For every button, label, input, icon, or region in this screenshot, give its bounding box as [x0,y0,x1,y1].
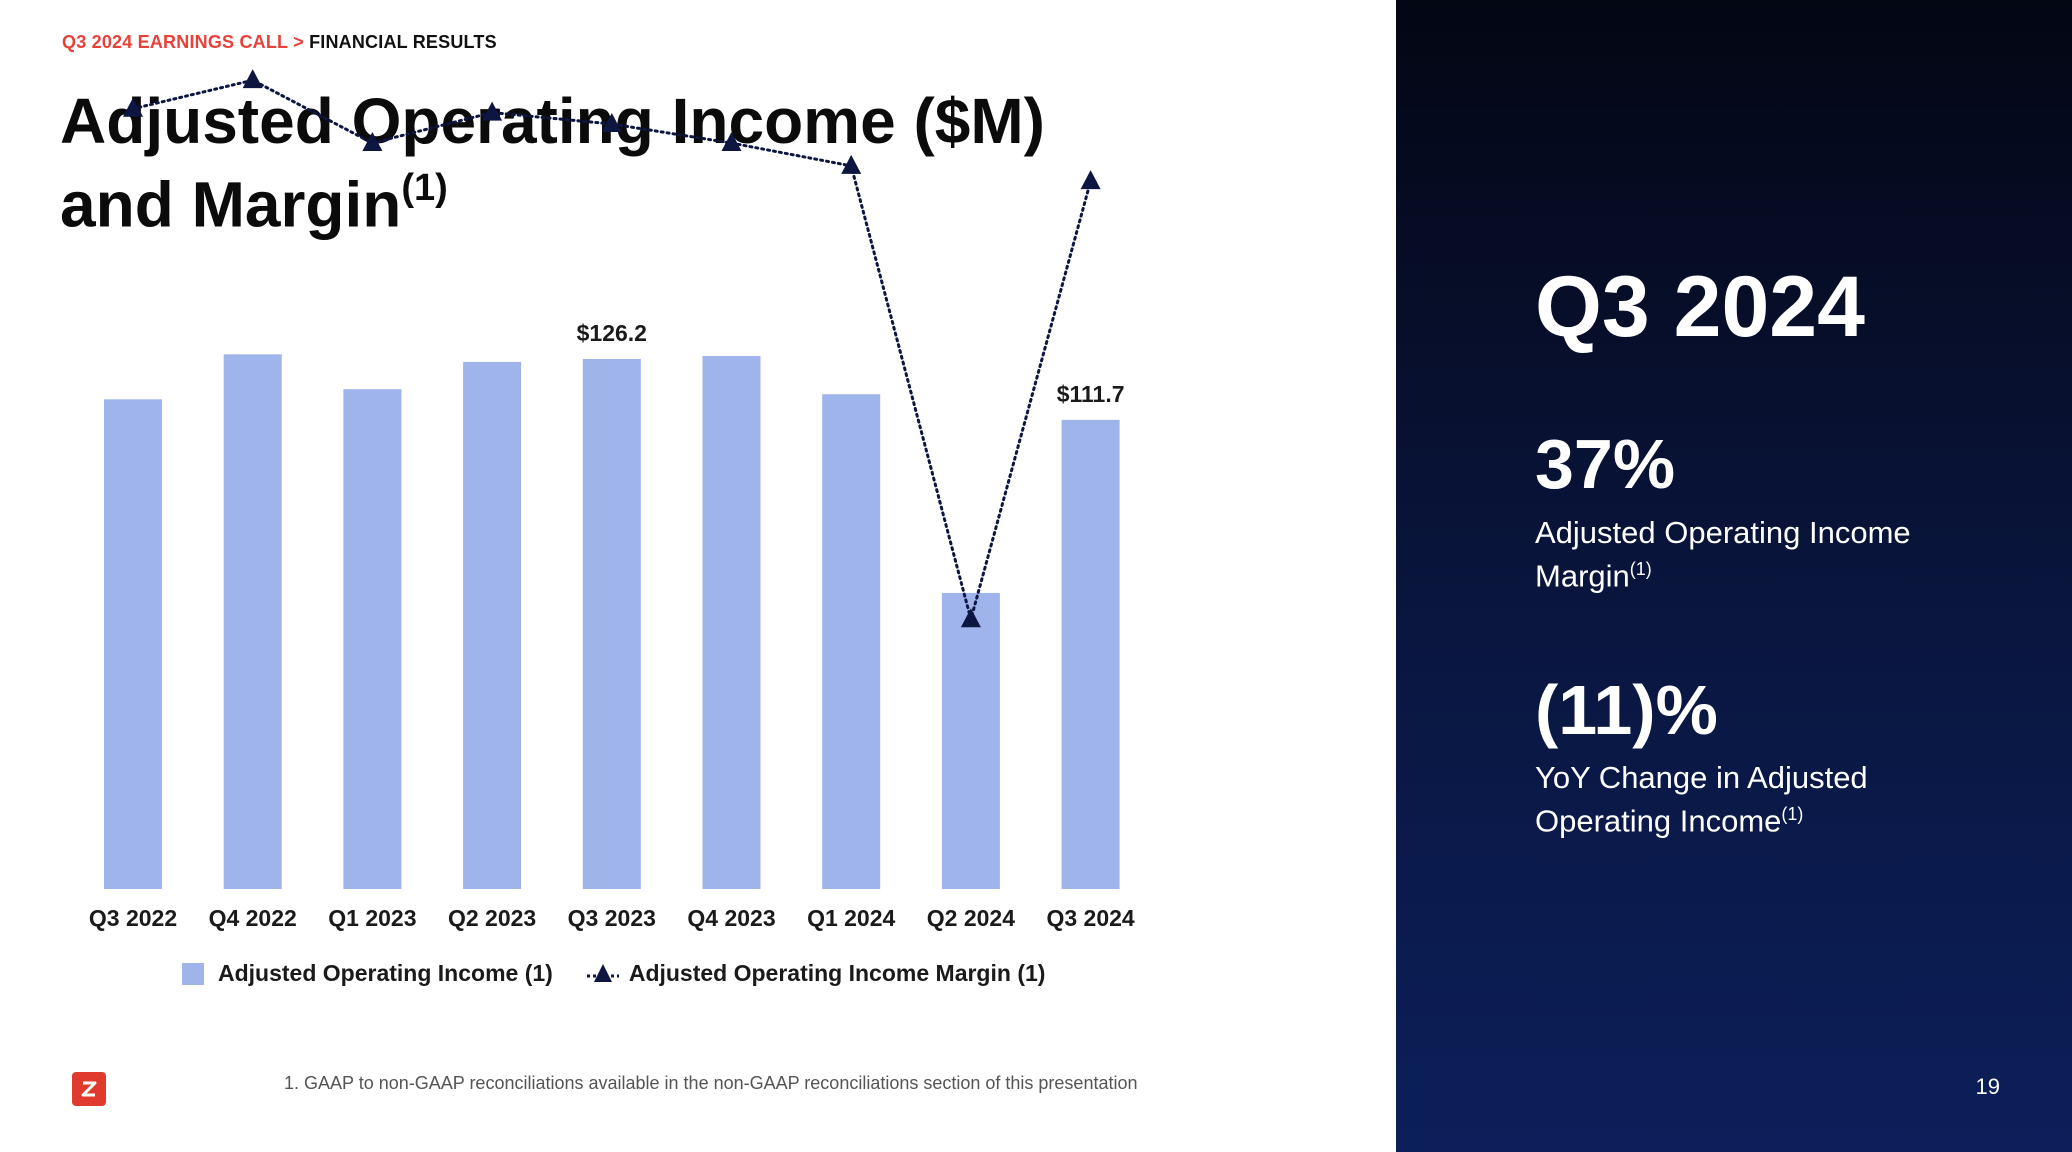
margin-point-4 [601,113,622,132]
kpi-margin-label-text: Adjusted Operating Income Margin [1535,515,1911,594]
kpi-yoy-label: YoY Change in Adjusted Operating Income(… [1535,759,1995,839]
bar-3 [463,361,522,889]
margin-point-6 [841,154,862,174]
chart-legend: Adjusted Operating Income (1) Adjusted O… [182,960,1045,987]
margin-line [131,78,1093,626]
bar-5 [702,356,761,889]
title-footnote-ref: (1) [401,167,448,209]
bar-7 [941,592,1000,889]
breadcrumb-separator: > [293,32,304,52]
margin-point-5 [721,132,742,152]
legend-item-margin: Adjusted Operating Income Margin (1) [628,960,1046,986]
kpi-side-panel: Q3 2024 37% Adjusted Operating Income Ma… [1396,0,2072,1152]
margin-value-label-4: 40% [590,80,634,105]
page-number: 19 [1975,1074,2000,1099]
breadcrumb-section: Q3 2024 EARNINGS CALL [62,32,288,52]
breadcrumb-current: FINANCIAL RESULTS [309,32,497,52]
zoom-logo-icon [72,1072,106,1106]
income-margin-chart: $126.2 $111.7 40% 37% Q3 2022 Q4 2022 Q1 2023… [89,69,1135,931]
kpi-margin-label: Adjusted Operating Income Margin(1) [1535,514,1995,594]
page-title-line2: and Margin [60,168,402,241]
x-tick-label-1: Q4 2022 [209,905,297,931]
bar-0 [104,399,162,889]
kpi-yoy-value: (11)% [1535,671,1718,749]
legend-bar-swatch [182,962,204,985]
margin-point-3 [482,101,503,121]
kpi-yoy-ref: (1) [1781,804,1804,824]
x-tick-label-3: Q2 2023 [448,905,536,931]
x-tick-label-8: Q3 2024 [1046,905,1134,931]
margin-point-0 [123,97,143,117]
bar-4 [582,358,641,890]
kpi-yoy-label-text: YoY Change in Adjusted Operating Income [1535,760,1868,839]
breadcrumb: Q3 2024 EARNINGS CALL > FINANCIAL RESULT… [62,32,497,53]
legend-line-marker-icon [586,963,619,982]
x-tick-label-0: Q3 2022 [89,905,177,931]
x-tick-label-6: Q1 2024 [807,905,895,931]
period-heading: Q3 2024 [1535,259,1865,355]
x-tick-label-4: Q3 2023 [568,905,656,931]
bar-1 [223,354,282,890]
margin-point-7 [960,608,981,628]
x-tick-label-5: Q4 2023 [687,905,775,931]
bar-6 [822,394,881,889]
kpi-margin-ref: (1) [1629,559,1652,579]
bar-8 [1061,419,1120,889]
margin-value-label-8: 37% [1069,137,1113,162]
bar-value-label-4: $126.2 [577,320,647,346]
margin-point-8 [1080,170,1101,190]
kpi-margin-value: 37% [1535,425,1676,503]
footnote: 1. GAAP to non-GAAP reconciliations avai… [284,1073,1138,1093]
margin-point-1 [242,69,263,89]
page-title: Adjusted Operating Income ($M) and Margi… [60,86,1310,240]
x-tick-label-7: Q2 2024 [927,905,1015,931]
bar-value-label-8: $111.7 [1057,381,1125,407]
logo-glyph-icon [81,1081,97,1097]
x-tick-label-2: Q1 2023 [328,905,416,931]
bar-2 [343,389,402,889]
margin-point-2 [362,132,383,152]
page-title-line1: Adjusted Operating Income ($M) [60,85,1045,157]
legend-item-income: Adjusted Operating Income (1) [218,960,553,986]
